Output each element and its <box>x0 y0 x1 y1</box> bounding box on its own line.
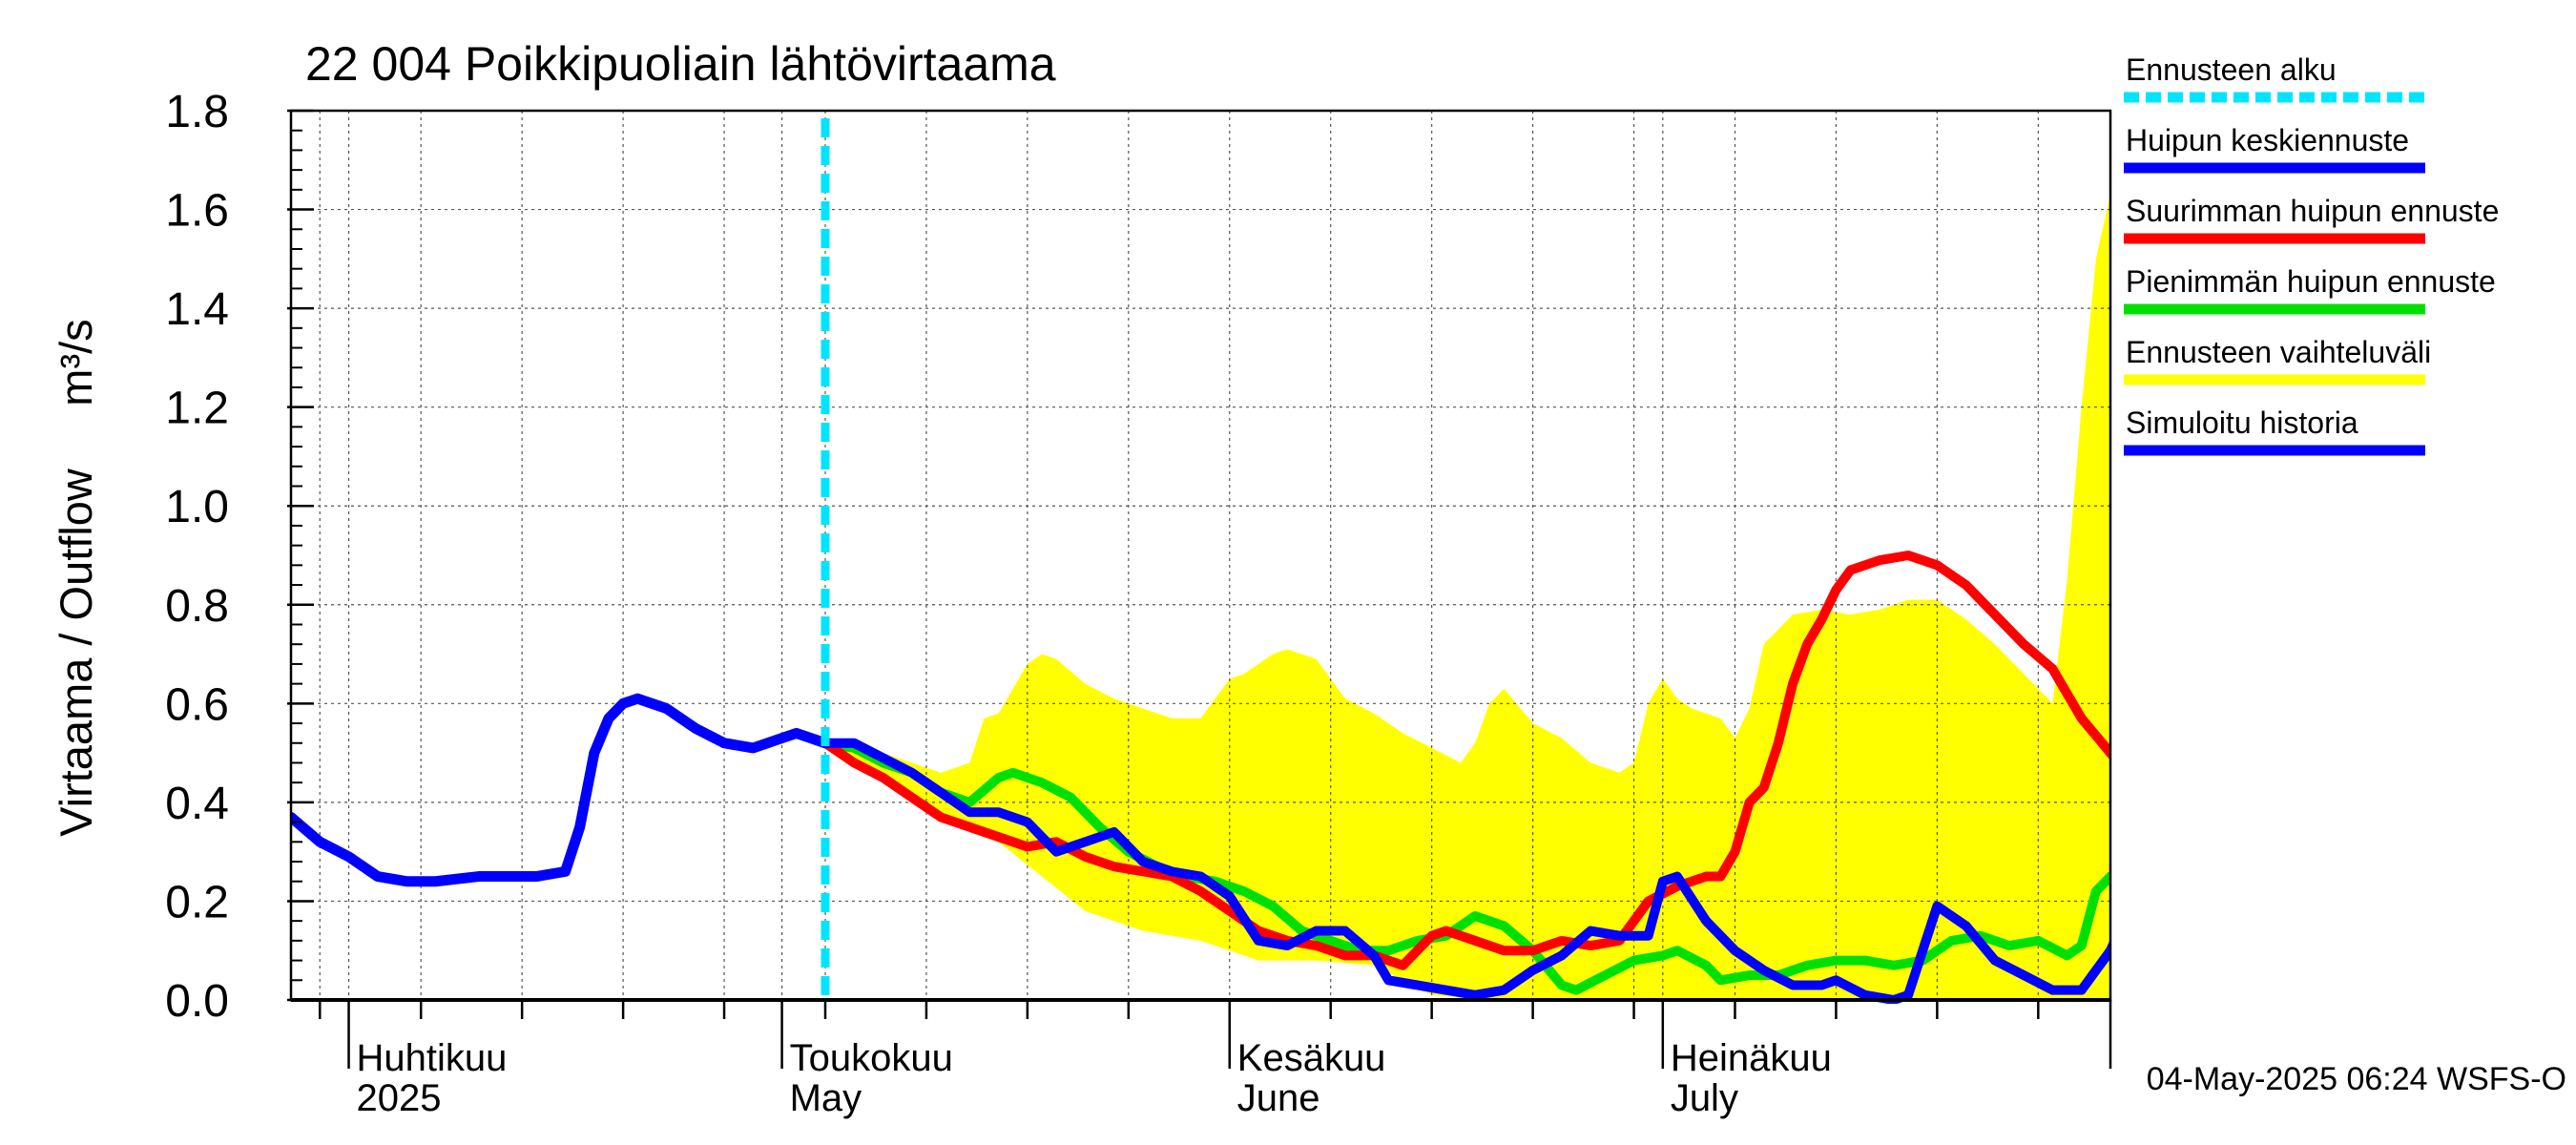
y-tick-label: 1.8 <box>165 87 229 137</box>
legend-label: Suurimman huipun ennuste <box>2126 194 2499 228</box>
legend: Ennusteen alku Huipun keskiennuste Suurimm… <box>2124 52 2499 456</box>
legend-label: Ennusteen vaihteluväli <box>2126 335 2431 369</box>
x-month-label-fi: Kesäkuu <box>1237 1037 1386 1079</box>
y-tick-label: 0.2 <box>165 877 229 927</box>
series-line-mean-peak <box>820 738 2110 1004</box>
y-tick-label: 0.4 <box>165 779 229 829</box>
y-tick-label: 0.8 <box>165 581 229 632</box>
x-month-label-en: July <box>1671 1077 1738 1119</box>
x-month-label-fi: Heinäkuu <box>1671 1037 1832 1079</box>
chart-title: 22 004 Poikkipuoliain lähtövirtaama <box>305 37 1056 91</box>
range-band-layer <box>824 195 2110 1000</box>
y-tick-label: 0.6 <box>165 679 229 730</box>
axes-frame <box>287 109 2112 1069</box>
series-lines-layer <box>291 118 2110 1004</box>
legend-label: Simuloitu historia <box>2126 406 2358 440</box>
axis-text-layer: 0.0 0.2 0.4 0.6 0.8 1.0 1.2 1.4 1.6 1.8 Huhtikuu20… <box>165 87 1832 1119</box>
y-axis-unit: m³/s <box>51 319 101 406</box>
y-tick-label: 0.0 <box>165 976 229 1027</box>
y-tick-label: 1.2 <box>165 384 229 434</box>
x-month-label-en: May <box>790 1077 862 1119</box>
grid-layer <box>291 111 2110 1000</box>
y-tick-label: 1.0 <box>165 482 229 532</box>
x-month-label-en: 2025 <box>357 1077 442 1119</box>
legend-label: Huipun keskiennuste <box>2126 123 2409 157</box>
series-line-history <box>291 693 831 887</box>
x-month-label-fi: Huhtikuu <box>357 1037 508 1079</box>
range-band <box>824 195 2110 1000</box>
y-axis-label: Virtaama / Outflow <box>51 468 101 837</box>
legend-label: Ennusteen alku <box>2126 52 2337 87</box>
y-tick-label: 1.6 <box>165 186 229 237</box>
x-month-label-fi: Toukokuu <box>790 1037 953 1079</box>
legend-label: Pienimmän huipun ennuste <box>2126 264 2496 299</box>
footer-timestamp: 04-May-2025 06:24 WSFS-O <box>2147 1061 2566 1097</box>
series-line-max-peak <box>820 551 2110 970</box>
x-month-label-en: June <box>1237 1077 1320 1119</box>
y-tick-label: 1.4 <box>165 284 229 335</box>
